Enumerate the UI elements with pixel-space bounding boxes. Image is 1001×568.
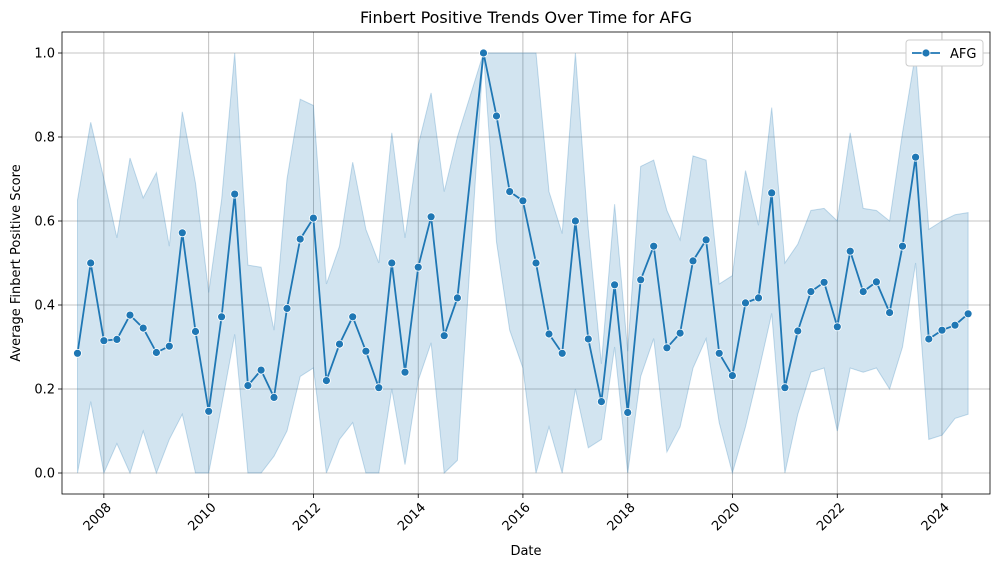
y-tick-label: 0.0 <box>34 467 55 482</box>
data-point <box>819 277 829 287</box>
data-point <box>295 234 305 244</box>
y-tick-label: 1.0 <box>34 47 55 62</box>
data-point <box>308 213 318 223</box>
data-point <box>452 293 462 303</box>
data-point <box>177 228 187 238</box>
x-axis-title: Date <box>510 544 541 559</box>
data-point <box>623 408 633 417</box>
data-point <box>269 392 279 402</box>
data-point <box>426 212 436 222</box>
data-point <box>924 334 934 344</box>
chart-title: Finbert Positive Trends Over Time for AF… <box>360 8 692 27</box>
data-point <box>544 329 554 339</box>
data-point <box>885 308 894 318</box>
data-point <box>597 397 606 407</box>
data-point <box>256 365 266 375</box>
y-tick-label: 0.8 <box>34 131 55 146</box>
data-point <box>374 383 384 393</box>
data-point <box>963 309 973 319</box>
data-point <box>793 326 803 336</box>
data-point <box>571 216 580 226</box>
data-point <box>361 346 371 356</box>
data-point <box>217 312 227 322</box>
data-point <box>832 322 842 332</box>
data-point <box>439 331 449 341</box>
legend-box <box>905 39 984 67</box>
data-point <box>348 312 358 322</box>
grid <box>62 32 990 494</box>
data-point <box>138 323 148 333</box>
data-point <box>898 241 907 251</box>
data-point <box>858 287 868 297</box>
data-point <box>99 336 109 346</box>
data-point <box>191 327 200 336</box>
y-axis-title: Average Finbert Positive Score <box>9 164 24 361</box>
data-point <box>413 262 423 272</box>
data-point <box>243 381 253 391</box>
data-point <box>335 339 344 349</box>
legend-label: AFG <box>950 47 976 62</box>
data-point <box>662 343 672 353</box>
data-point <box>505 187 515 197</box>
data-point <box>937 325 947 335</box>
data-point <box>767 188 777 198</box>
data-point <box>557 348 567 358</box>
data-point <box>610 280 619 290</box>
data-point <box>387 258 397 268</box>
data-point <box>112 334 122 344</box>
data-point <box>754 293 763 303</box>
data-point <box>125 310 135 320</box>
data-point <box>701 235 711 245</box>
data-point <box>675 328 685 338</box>
data-point <box>728 371 737 381</box>
data-point <box>492 111 501 121</box>
data-point <box>479 48 488 58</box>
data-point <box>845 246 855 256</box>
data-point <box>688 256 698 266</box>
data-point <box>321 376 331 386</box>
data-point <box>164 341 174 351</box>
data-point <box>86 258 96 268</box>
data-point <box>806 287 816 297</box>
y-tick-label: 0.6 <box>34 215 55 230</box>
data-point <box>151 348 161 357</box>
data-point <box>950 320 960 330</box>
data-point <box>230 189 240 199</box>
data-point <box>911 152 920 162</box>
data-point <box>780 383 790 393</box>
data-point <box>636 275 646 285</box>
data-point <box>73 348 82 358</box>
legend-marker-swatch <box>921 48 931 58</box>
series-markers <box>73 48 973 417</box>
confidence-band-area <box>77 52 969 475</box>
data-point <box>400 367 410 377</box>
data-point <box>714 348 724 358</box>
confidence-band <box>77 52 969 475</box>
plot-area-frame <box>61 31 991 495</box>
y-tick-label: 0.4 <box>34 299 55 314</box>
y-axis-ticks: 0.0 0.2 0.4 0.6 0.8 1.0 <box>34 47 62 482</box>
data-point <box>583 334 593 344</box>
data-point <box>649 241 659 251</box>
data-point <box>518 196 528 206</box>
y-tick-label: 0.2 <box>34 383 55 398</box>
data-point <box>282 303 292 313</box>
data-point <box>872 277 881 287</box>
data-point <box>741 298 750 308</box>
data-point <box>531 258 541 268</box>
data-point <box>204 406 214 416</box>
legend: AFG <box>905 39 984 67</box>
